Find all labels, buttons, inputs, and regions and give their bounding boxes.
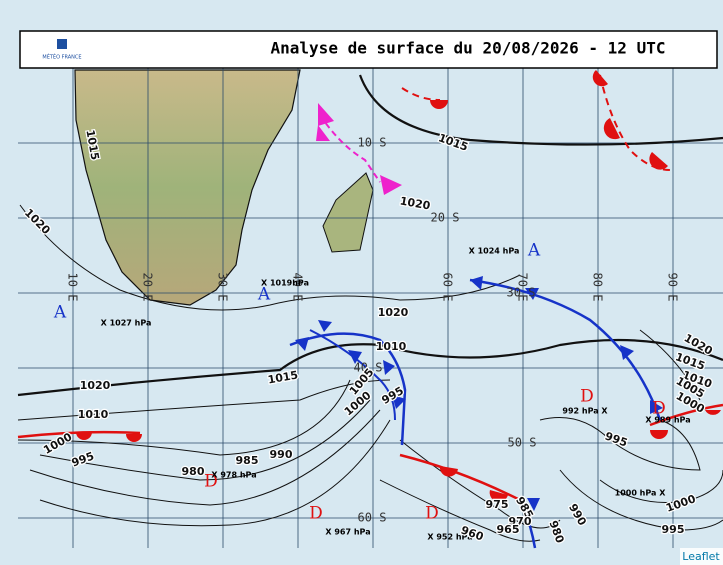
isobar-label: 980	[182, 465, 205, 478]
isobar-label: 1010	[376, 340, 407, 353]
lon-label: 20 E	[141, 273, 155, 302]
lon-label: 40 E	[291, 273, 305, 302]
pressure-label: X 989 hPa	[645, 416, 690, 425]
isobar-label: 985	[236, 454, 259, 467]
lat-label: 20 S	[431, 211, 460, 225]
lon-label: 30 E	[216, 273, 230, 302]
lat-label: 50 S	[508, 436, 537, 450]
pressure-symbol: D	[204, 472, 218, 492]
attribution[interactable]: Leaflet	[682, 550, 720, 563]
pressure-label: X 1024 hPa	[469, 247, 520, 256]
lat-label: 60 S	[358, 511, 387, 525]
lon-label: 80 E	[591, 273, 605, 302]
isobar-label: 975	[486, 498, 509, 511]
isobar-label: 1020	[378, 306, 409, 319]
pressure-label: X 952 hPa	[427, 533, 472, 542]
lon-label: 90 E	[666, 273, 680, 302]
isobar-label: 965	[497, 523, 520, 536]
pressure-label: X 978 hPa	[211, 471, 256, 480]
pressure-label: 992 hPa X	[562, 407, 608, 416]
logo: MÉTÉO FRANCE	[42, 53, 81, 61]
lat-label: 40 S	[354, 361, 383, 375]
pressure-symbol: D	[425, 504, 439, 524]
pressure-label: 1000 hPa X	[615, 489, 667, 498]
pressure-symbol: D	[580, 387, 594, 407]
isobar-label: 1010	[78, 408, 109, 421]
isobar-label: 995	[662, 523, 685, 536]
fronts	[17, 70, 723, 549]
africa	[74, 69, 301, 306]
lon-label: 60 E	[441, 273, 455, 302]
title: Analyse de surface du 20/08/2026 - 12 UT…	[271, 39, 666, 58]
pressure-symbol: A	[53, 303, 67, 323]
isobar-label: 990	[270, 448, 293, 461]
lon-label: 70 E	[516, 273, 530, 302]
header: MÉTÉO FRANCE Analyse de surface du 20/08…	[19, 30, 718, 69]
pressure-symbol: A	[257, 285, 271, 305]
lon-label: 10 E	[66, 273, 80, 302]
pressure-symbol: D	[652, 399, 666, 419]
pressure-symbol: D	[309, 504, 323, 524]
lat-label: 30 S	[507, 286, 536, 300]
lat-label: 10 S	[358, 136, 387, 150]
pressure-label: X 1027 hPa	[101, 319, 152, 328]
pressure-symbol: A	[527, 241, 541, 261]
isobar-label: 970	[509, 515, 532, 528]
pressure-label: X 1019hPa	[261, 279, 309, 288]
isobar-label: 1020	[80, 379, 111, 392]
isobars	[17, 74, 723, 542]
pressure-label: X 967 hPa	[325, 528, 370, 537]
